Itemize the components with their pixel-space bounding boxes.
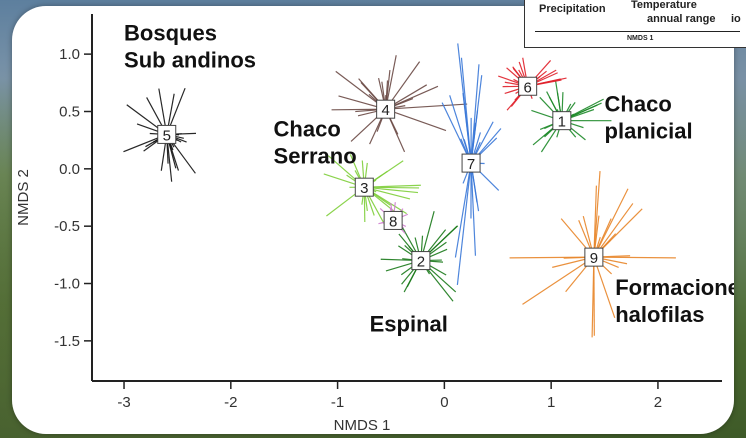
y-tick-label-5: -1.5: [54, 333, 80, 350]
centroid-box-4: [376, 99, 396, 119]
centroid-label-2: 2: [417, 254, 425, 271]
spider-line-group-4: [385, 108, 447, 132]
y-axis-title: NMDS 2: [15, 169, 32, 226]
y-tick-label-2: 0.0: [59, 161, 80, 178]
inset-label-temperature: Temperature: [631, 0, 697, 11]
annotation-formaciones-halofilas-line-1: halofilas: [615, 302, 704, 327]
annotation-chaco-serrano-line-0: Chaco: [274, 117, 341, 142]
annotation-bosques-sub-andinos-line-1: Sub andinos: [124, 47, 256, 72]
spider-line-group-9: [593, 171, 601, 258]
centroid-label-1: 1: [558, 114, 566, 131]
x-tick-label-5: 2: [654, 394, 662, 411]
annotation-chaco-planicial-line-1: planicial: [605, 118, 693, 143]
centroid-label-6: 6: [523, 79, 531, 96]
spider-line-group-9: [591, 257, 595, 338]
y-tick-label-1: 0.5: [59, 103, 80, 120]
inset-label-edge: io: [731, 13, 741, 25]
centroid-box-9: [584, 247, 604, 267]
annotation-espinal-line-0: Espinal: [370, 312, 448, 337]
nmds-chart: -3 -2 -1 0 1 2 1.0 0.5 0.0 -0.5 -1.0 -1.5 NMDS 1 NMDS…: [15, 14, 734, 434]
x-tick-label-2: -1: [331, 394, 344, 411]
inset-axis-line: [535, 31, 740, 32]
centroid-label-7: 7: [467, 156, 475, 173]
inset-label-annual-range: annual range: [647, 13, 716, 25]
centroid-label-5: 5: [163, 127, 171, 144]
centroid-box-8: [383, 210, 403, 230]
annotation-formaciones-halofilas-line-0: Formaciones: [615, 275, 734, 300]
spider-line-group-7: [454, 162, 472, 258]
x-tick-label-4: 1: [547, 394, 555, 411]
inset-plot-fragment: Precipitation Temperature annual range i…: [524, 0, 746, 48]
x-tick-label-3: 0: [440, 394, 448, 411]
centroid-label-8: 8: [389, 213, 397, 230]
annotation-bosques-sub-andinos-line-0: Bosques: [124, 20, 217, 45]
spider-line-group-7: [462, 93, 472, 164]
centroid-label-4: 4: [381, 102, 389, 119]
spider-line-group-7: [449, 95, 472, 164]
spider-line-group-4: [385, 103, 468, 110]
centroid-box-5: [157, 124, 177, 144]
annotation-chaco-serrano-line-1: Serrano: [274, 144, 357, 169]
spider-line-group-9: [593, 256, 616, 318]
centroid-box-6: [518, 76, 538, 96]
plot-panel: -3 -2 -1 0 1 2 1.0 0.5 0.0 -0.5 -1.0 -1.5 NMDS 1 NMDS…: [12, 6, 734, 434]
centroid-box-1: [552, 111, 572, 131]
x-axis-title: NMDS 1: [334, 417, 391, 434]
spider-line-group-9: [509, 256, 594, 259]
y-tick-label-3: -0.5: [54, 218, 80, 235]
centroid-label-3: 3: [360, 180, 368, 197]
spider-line-group-9: [593, 188, 629, 258]
spider-line-group-7: [456, 163, 472, 285]
x-tick-label-1: -2: [224, 394, 237, 411]
spider-line-group-7: [470, 163, 477, 256]
centroid-label-9: 9: [590, 250, 598, 267]
annotation-chaco-planicial-line-0: Chaco: [605, 91, 672, 116]
centroid-box-3: [354, 177, 374, 197]
centroid-box-2: [411, 251, 431, 271]
y-tick-label-0: 1.0: [59, 46, 80, 63]
y-tick-label-4: -1.0: [54, 276, 80, 293]
inset-axis-label: NMDS 1: [627, 35, 654, 42]
x-tick-label-0: -3: [117, 394, 130, 411]
inset-label-precipitation: Precipitation: [539, 3, 606, 15]
spider-line-group-9: [522, 256, 595, 305]
spider-line-group-9: [593, 256, 676, 259]
centroid-box-7: [461, 153, 481, 173]
